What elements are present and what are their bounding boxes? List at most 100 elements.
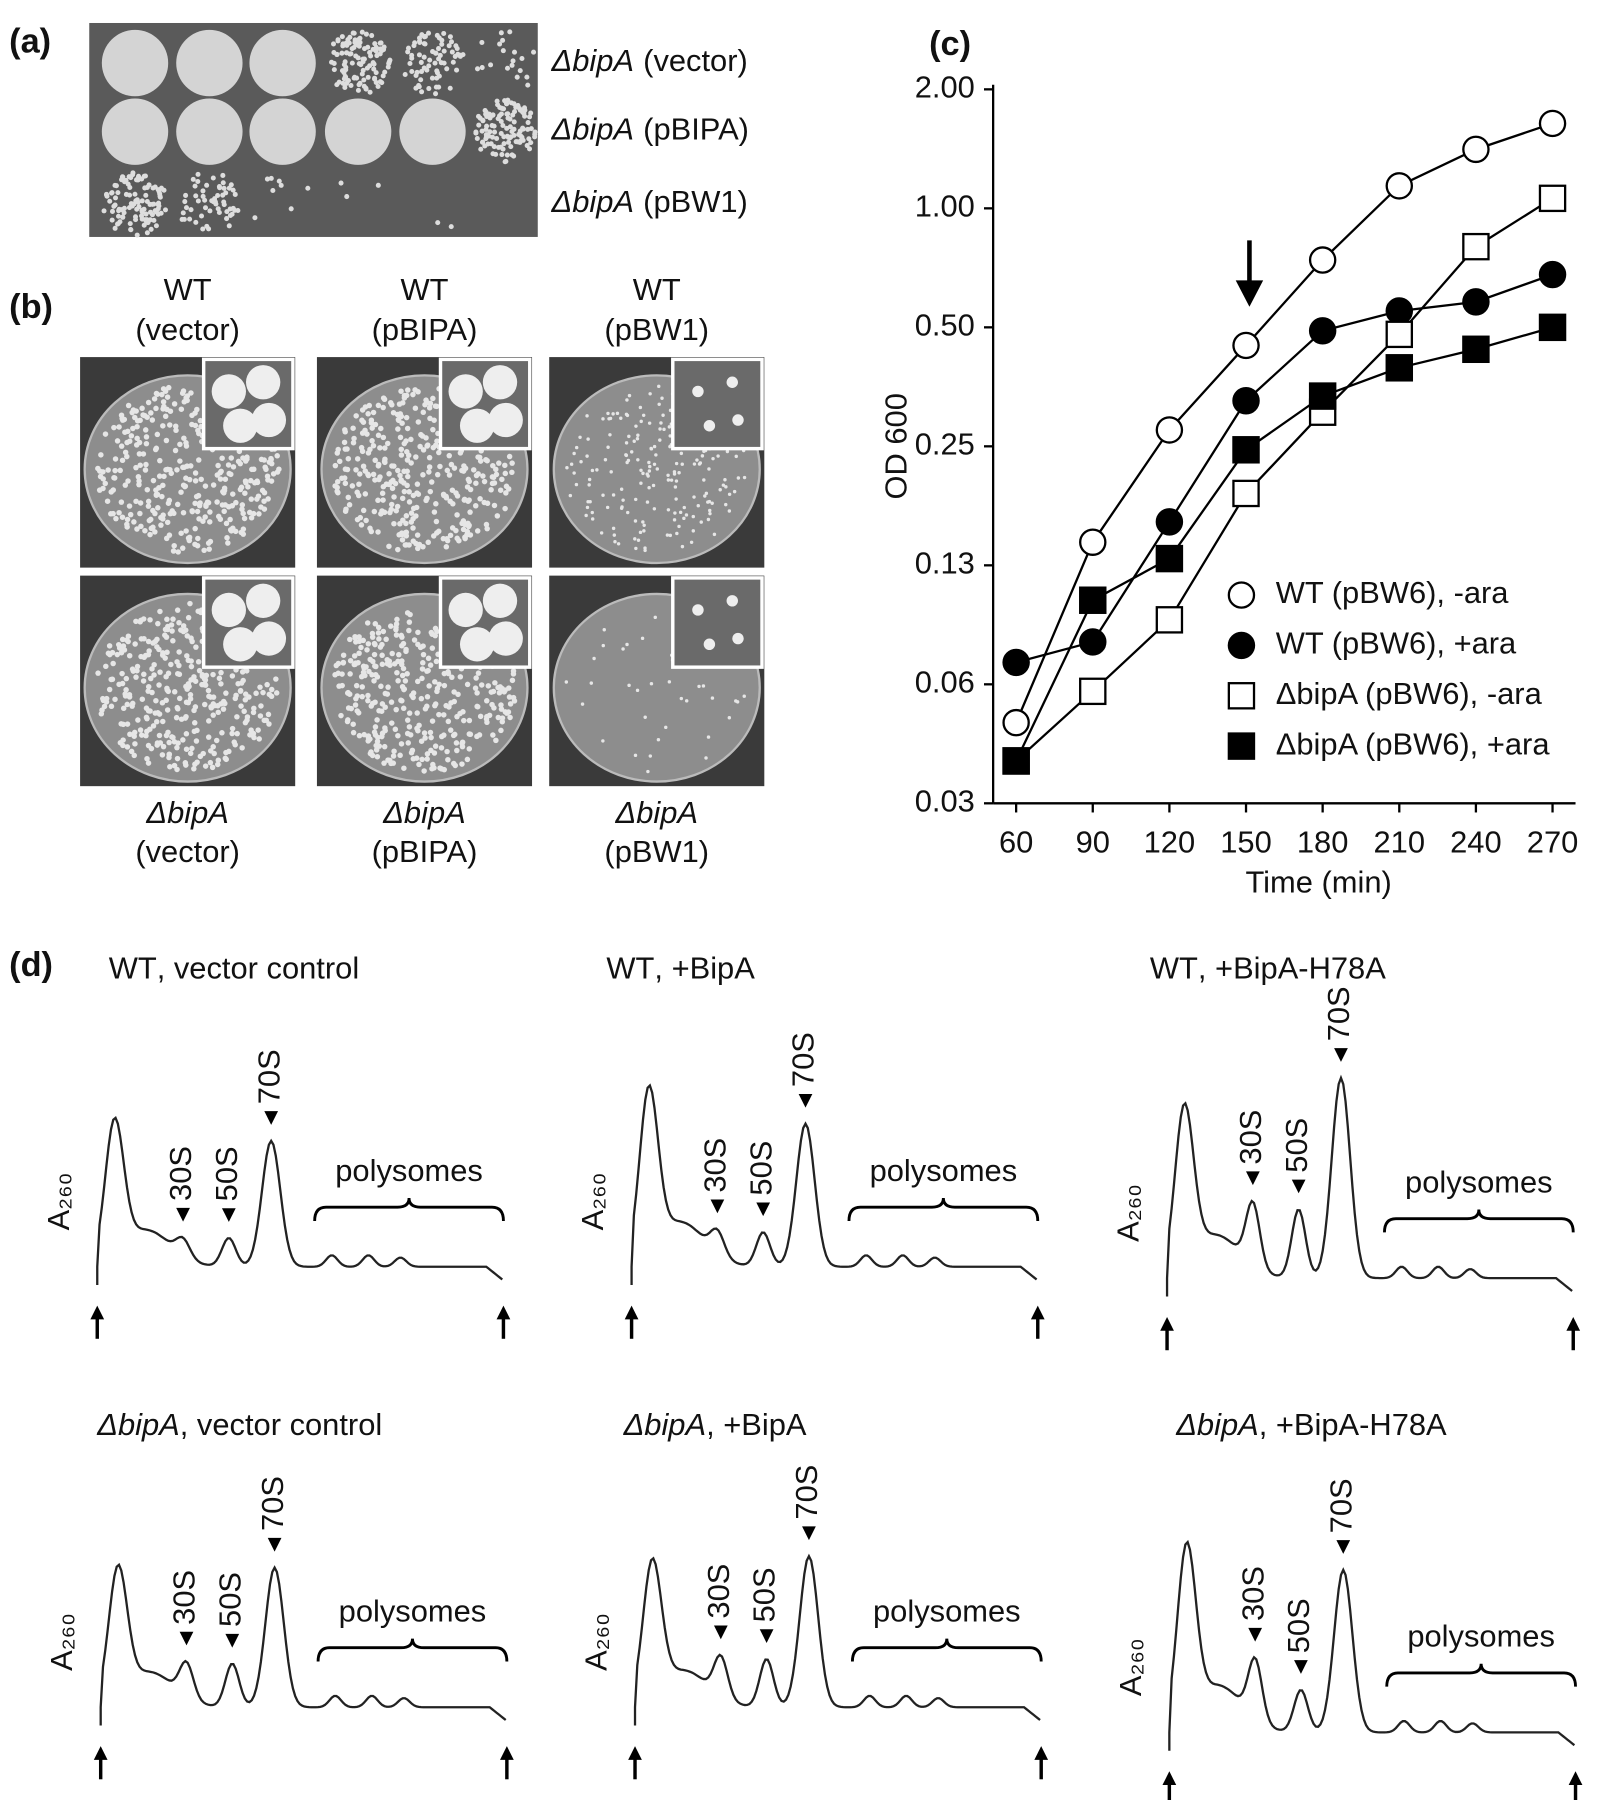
colony	[405, 387, 411, 393]
colony	[188, 390, 194, 396]
colony	[641, 471, 645, 476]
colony	[200, 188, 206, 194]
colony	[460, 526, 467, 533]
colony	[373, 79, 379, 86]
colony	[443, 544, 450, 550]
inset-colony	[488, 402, 523, 438]
colony	[501, 689, 507, 695]
y-tick-label: 2.00	[915, 70, 975, 105]
marker	[1538, 184, 1567, 213]
colony	[585, 454, 589, 458]
peak-label: 50S	[1279, 1118, 1314, 1173]
colony	[361, 672, 367, 679]
colony	[381, 396, 388, 403]
colony	[399, 672, 406, 679]
colony	[524, 74, 530, 80]
colony	[648, 754, 653, 758]
colony	[668, 533, 673, 538]
colony	[164, 626, 171, 633]
colony	[157, 457, 163, 464]
trace	[1168, 1539, 1576, 1751]
colony	[217, 185, 223, 191]
colony	[364, 647, 370, 653]
colony	[447, 727, 454, 733]
colony	[232, 528, 239, 535]
colony	[659, 421, 663, 425]
legend-label: ΔbipA (pBW6), -ara	[1276, 676, 1543, 711]
colony	[641, 413, 646, 418]
colony	[340, 652, 347, 658]
colony	[662, 427, 666, 432]
colony	[270, 471, 277, 477]
colony	[106, 643, 113, 649]
peak-label: 70S	[786, 1032, 821, 1087]
colony	[345, 78, 351, 84]
colony	[119, 457, 126, 464]
colony	[361, 731, 367, 738]
colony	[619, 487, 624, 491]
colony	[391, 494, 397, 500]
colony	[111, 474, 117, 481]
condition: , +BipA	[706, 1407, 807, 1442]
colony	[472, 685, 479, 691]
x-tick-label: 180	[1297, 825, 1349, 860]
colony	[180, 737, 186, 743]
colony	[172, 447, 179, 454]
colony	[453, 740, 460, 746]
colony	[148, 745, 155, 752]
colony	[108, 489, 114, 495]
colony	[348, 82, 354, 89]
row-label: ΔbipA (pBIPA)	[550, 112, 748, 147]
inset-colony	[726, 595, 738, 607]
colony	[627, 434, 631, 439]
colony	[497, 487, 504, 493]
colony	[134, 526, 140, 532]
colony	[160, 743, 167, 750]
colony	[375, 529, 381, 535]
colony	[393, 706, 399, 713]
colony	[608, 433, 612, 437]
colony	[349, 46, 355, 52]
colony	[384, 440, 391, 447]
colony	[410, 694, 416, 701]
colony	[587, 477, 592, 482]
colony	[145, 638, 152, 645]
colony	[142, 427, 149, 433]
colony	[140, 451, 147, 457]
peak-label: 70S	[251, 1049, 286, 1104]
colony	[706, 735, 711, 739]
colony	[390, 477, 396, 484]
peak-marker	[759, 1629, 774, 1643]
colony	[200, 518, 206, 524]
colony	[249, 466, 255, 473]
colony	[586, 499, 590, 504]
colony	[488, 62, 494, 68]
colony	[358, 522, 365, 528]
colony	[378, 425, 384, 432]
colony	[124, 744, 131, 750]
colony	[138, 636, 145, 642]
colony	[347, 34, 353, 40]
colony	[393, 632, 400, 638]
colony	[433, 84, 439, 90]
column-label: (pBIPA)	[372, 312, 478, 347]
colony	[619, 506, 624, 511]
colony	[406, 627, 412, 634]
colony	[379, 730, 386, 737]
colony	[415, 419, 422, 425]
colony	[607, 417, 611, 421]
colony	[229, 673, 236, 679]
colony	[222, 755, 229, 762]
colony	[646, 769, 650, 774]
colony	[192, 678, 199, 684]
colony	[124, 721, 131, 727]
colony	[144, 414, 150, 420]
colony	[654, 453, 658, 457]
column-label: WT	[633, 272, 681, 307]
colony	[159, 391, 165, 398]
colony	[494, 98, 500, 104]
colony	[346, 691, 353, 697]
trace	[630, 1083, 1038, 1286]
colony	[639, 468, 643, 473]
colony	[228, 455, 235, 461]
